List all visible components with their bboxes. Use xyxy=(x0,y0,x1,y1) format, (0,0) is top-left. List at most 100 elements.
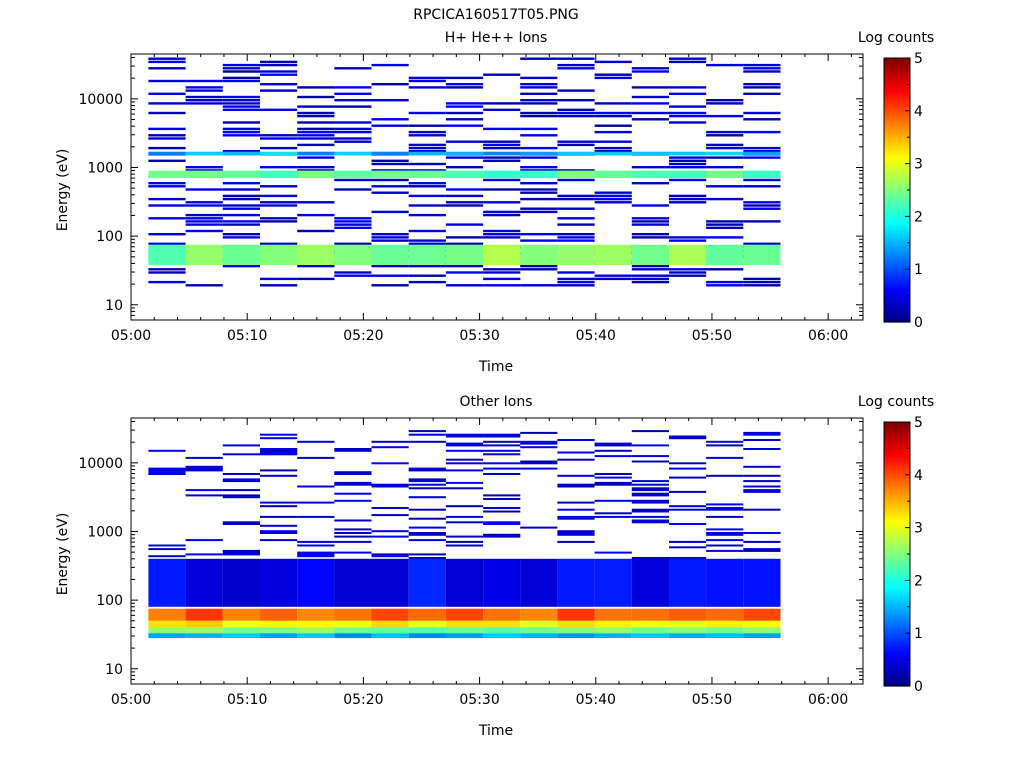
heatmap-cell xyxy=(185,99,223,102)
colorbar-segment xyxy=(884,271,910,276)
heatmap-cell xyxy=(185,220,223,223)
heatmap-cell xyxy=(222,453,260,456)
colorbar-segment xyxy=(884,158,910,162)
heatmap-cell xyxy=(706,528,744,531)
plot-frame xyxy=(130,53,864,321)
heatmap-cell xyxy=(445,102,484,105)
heatmap-band-cell xyxy=(557,633,595,639)
colorbar-segment xyxy=(884,606,910,611)
heatmap-cell xyxy=(408,487,446,490)
heatmap-cell xyxy=(631,492,669,495)
colorbar-segment xyxy=(884,279,910,283)
heatmap-cell xyxy=(297,264,335,268)
colorbar-segment xyxy=(884,285,910,289)
colorbar-segment xyxy=(884,213,910,217)
heatmap-cell xyxy=(483,440,521,443)
heatmap-cell xyxy=(743,439,781,441)
heatmap-cell xyxy=(445,223,484,226)
colorbar-segment xyxy=(884,514,910,518)
colorbar-segment xyxy=(884,456,910,460)
colorbar-segment xyxy=(884,540,910,545)
heatmap-band-cell xyxy=(408,151,446,156)
heatmap-band-cell xyxy=(408,620,446,628)
heatmap-cell xyxy=(594,130,632,134)
colorbar-segment xyxy=(884,641,910,645)
colorbar-segment xyxy=(884,187,910,191)
heatmap-cell xyxy=(260,63,298,67)
heatmap-band-cell xyxy=(520,633,558,639)
heatmap-band-cell xyxy=(185,170,223,179)
panel-1-ylabel: Energy (eV) xyxy=(55,149,71,232)
heatmap-cells xyxy=(148,57,781,287)
colorbar-segment xyxy=(884,530,910,534)
colorbar-segment xyxy=(884,453,910,457)
heatmap-cell xyxy=(520,57,558,60)
heatmap-cell xyxy=(631,280,669,284)
heatmap-cell xyxy=(185,79,223,83)
heatmap-band-cell xyxy=(148,608,186,621)
heatmap-cell xyxy=(408,480,446,483)
colorbar-segment xyxy=(884,84,910,88)
heatmap-cell xyxy=(222,551,260,554)
colorbar-segment xyxy=(884,298,910,302)
heatmap-cell xyxy=(557,451,595,454)
heatmap-cell xyxy=(185,166,223,169)
heatmap-cell xyxy=(445,188,484,191)
heatmap-cell xyxy=(706,197,744,201)
heatmap-band-cell xyxy=(148,620,186,628)
heatmap-cell xyxy=(408,496,446,499)
heatmap-cell xyxy=(408,134,446,137)
heatmap-cell xyxy=(594,197,632,201)
x-tick-label: 05:30 xyxy=(459,328,499,344)
colorbar-segment xyxy=(884,649,910,653)
colorbar-segment xyxy=(884,263,910,268)
heatmap-cell xyxy=(148,67,186,70)
heatmap-cell xyxy=(706,236,744,239)
colorbar-segment xyxy=(884,638,910,642)
heatmap-band-cell xyxy=(669,633,707,639)
heatmap-band-cell xyxy=(445,620,484,628)
heatmap-band-cell xyxy=(222,633,260,639)
colorbar-segment xyxy=(884,604,910,608)
heatmap-cell xyxy=(371,462,409,465)
heatmap-band-cell xyxy=(743,633,781,639)
heatmap-band-cell xyxy=(743,244,781,265)
heatmap-cell xyxy=(297,121,335,124)
heatmap-cell xyxy=(743,480,781,483)
heatmap-band-cell xyxy=(408,170,446,179)
heatmap-cell xyxy=(185,494,223,497)
heatmap-cell xyxy=(743,130,781,134)
heatmap-band-cell xyxy=(594,244,632,265)
colorbar-segment xyxy=(884,100,910,104)
colorbar-segment xyxy=(884,87,910,91)
colorbar-segment xyxy=(884,282,910,286)
heatmap-cell xyxy=(520,207,558,210)
heatmap-cell xyxy=(483,510,521,513)
colorbar-segment xyxy=(884,197,910,202)
colorbar-segment xyxy=(884,561,910,566)
heatmap-cell xyxy=(408,204,446,207)
colorbar-segment xyxy=(884,232,910,236)
heatmap-cell xyxy=(185,229,223,233)
heatmap-cell xyxy=(520,284,558,287)
heatmap-cell xyxy=(557,207,595,210)
heatmap-cell xyxy=(260,451,298,454)
heatmap-cell xyxy=(445,140,484,143)
heatmap-cell xyxy=(743,549,781,552)
heatmap-cell xyxy=(483,268,521,271)
heatmap-cell xyxy=(260,448,298,450)
heatmap-cell xyxy=(222,223,260,226)
heatmap-cell xyxy=(557,483,595,486)
heatmap-band-cell xyxy=(706,170,744,179)
colorbar-segment xyxy=(884,627,910,632)
colorbar-segment xyxy=(884,205,910,210)
colorbar-segment xyxy=(884,567,910,571)
heatmap-band-cell xyxy=(297,627,335,634)
heatmap-cell xyxy=(706,63,744,67)
colorbar-segment xyxy=(884,569,910,574)
colorbar-segment xyxy=(884,105,910,109)
colorbar-segment xyxy=(884,219,910,223)
heatmap-cell xyxy=(631,489,669,492)
heatmap-cell xyxy=(483,102,521,105)
heatmap-cell xyxy=(483,462,521,465)
